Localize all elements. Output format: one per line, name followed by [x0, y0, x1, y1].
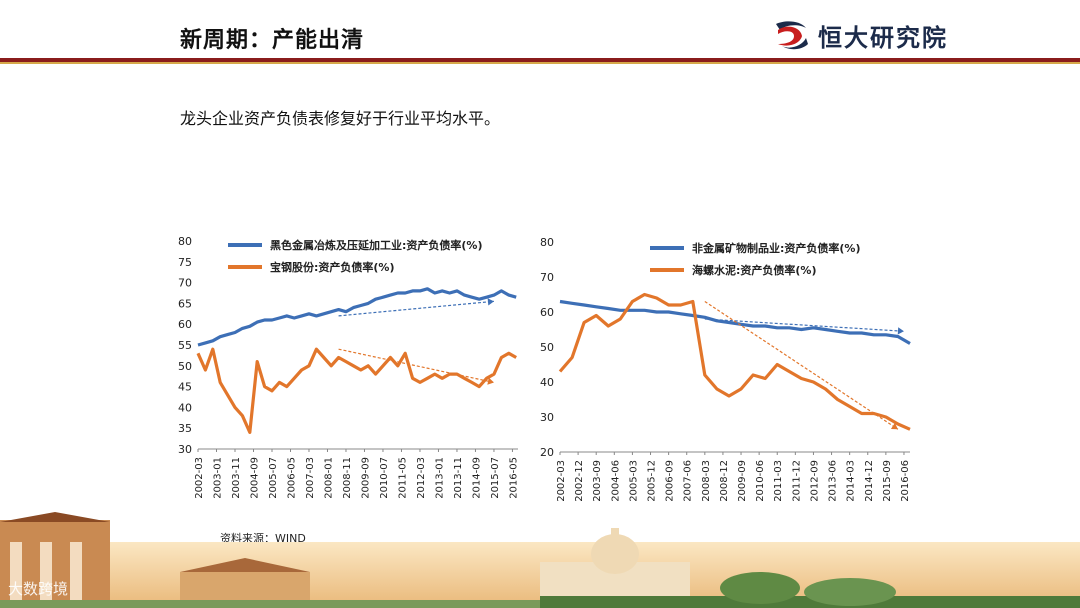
y-tick-label: 55 [178, 339, 192, 352]
series-line-1 [196, 347, 517, 434]
x-tick-label: 2009-09 [360, 457, 371, 499]
header-divider-gold [0, 62, 1080, 64]
chart-cement-debt-ratio: 20 30 40 50 60 70 80 2002-03 2002-12 2003-09 2004-… [540, 236, 911, 502]
x-tick-label: 2009-09 [737, 460, 748, 502]
legend-label-0: 黑色金属冶炼及压延加工业:资产负债率(%) [270, 238, 482, 252]
trend-arrow-0 [704, 318, 905, 332]
x-tick-label: 2003-09 [592, 460, 603, 502]
x-tick-label: 2015-07 [490, 457, 501, 499]
y-tick-label: 50 [178, 360, 192, 373]
header-divider [0, 58, 1080, 62]
x-tick-label: 2005-03 [628, 460, 639, 502]
x-tick-label: 2005-12 [647, 460, 658, 502]
y-tick-label: 60 [540, 306, 554, 319]
x-tick-label: 2010-07 [379, 457, 390, 499]
trend-arrowhead-0 [897, 327, 904, 335]
x-tick-label: 2002-12 [574, 460, 585, 502]
trend-arrow-0 [338, 300, 495, 317]
x-tick-label: 2008-11 [342, 457, 353, 499]
watermark: 大数跨境 [8, 580, 69, 598]
x-tick-label: 2016-05 [508, 457, 519, 499]
x-tick-label: 2014-12 [864, 460, 875, 502]
y-tick-label: 80 [178, 235, 192, 248]
brand: 恒大研究院 [772, 18, 948, 52]
x-tick-label: 2005-07 [268, 457, 279, 499]
x-tick-label: 2011-12 [791, 460, 802, 502]
x-tick-label: 2008-12 [719, 460, 730, 502]
y-tick-label: 45 [178, 381, 192, 394]
series-line-0 [197, 287, 517, 347]
y-tick-label: 30 [540, 411, 554, 424]
x-tick-label: 2006-09 [665, 460, 676, 502]
x-tick-label: 2002-03 [194, 457, 205, 499]
legend-label-1: 海螺水泥:资产负债率(%) [692, 263, 816, 277]
x-tick-label: 2011-03 [773, 460, 784, 502]
x-tick-label: 2010-06 [755, 460, 766, 502]
footer-banner [0, 512, 1080, 608]
series-line-1 [558, 292, 911, 431]
y-tick-label: 70 [178, 277, 192, 290]
y-tick-label: 70 [540, 271, 554, 284]
trend-arrow-1 [338, 348, 495, 384]
y-tick-label: 65 [178, 297, 192, 310]
x-tick-label: 2002-03 [556, 460, 567, 502]
header: 新周期：产能出清 恒大研究院 [0, 0, 1080, 60]
x-tick-label: 2007-03 [305, 457, 316, 499]
trend-arrow-1 [704, 300, 899, 430]
page-title: 新周期：产能出清 [180, 28, 365, 53]
x-tick-label: 2012-09 [809, 460, 820, 502]
y-tick-label: 50 [540, 341, 554, 354]
x-tick-label: 2014-09 [471, 457, 482, 499]
y-tick-label: 40 [540, 376, 554, 389]
y-tick-label: 75 [178, 256, 192, 269]
y-tick-label: 20 [540, 446, 554, 459]
x-tick-label: 2013-06 [828, 460, 839, 502]
x-tick-label: 2015-09 [882, 460, 893, 502]
series-line-0 [559, 299, 911, 345]
x-tick-label: 2013-01 [434, 457, 445, 499]
brand-name: 恒大研究院 [818, 23, 948, 52]
x-tick-label: 2012-03 [416, 457, 427, 499]
x-tick-label: 2011-05 [397, 457, 408, 499]
source-note: 资料来源：WIND [220, 532, 306, 545]
y-tick-label: 35 [178, 422, 192, 435]
trend-arrowhead-1 [487, 377, 494, 385]
trend-arrowhead-1 [890, 422, 898, 430]
brand-logo-icon [776, 21, 808, 50]
x-tick-label: 2004-09 [249, 457, 260, 499]
y-tick-label: 60 [178, 318, 192, 331]
x-tick-label: 2013-11 [453, 457, 464, 499]
legend-label-0: 非金属矿物制品业:资产负债率(%) [692, 241, 860, 255]
trend-arrowhead-0 [487, 298, 494, 306]
x-tick-label: 2008-03 [701, 460, 712, 502]
y-tick-label: 80 [540, 236, 554, 249]
y-tick-label: 40 [178, 401, 192, 414]
chart-steel-debt-ratio: 30 35 40 45 50 55 60 65 70 75 80 2002-03 2003-01 2003… [178, 235, 519, 499]
x-tick-label: 2004-06 [610, 460, 621, 502]
x-tick-label: 2007-06 [683, 460, 694, 502]
x-tick-label: 2003-11 [231, 457, 242, 499]
legend-label-1: 宝钢股份:资产负债率(%) [270, 260, 394, 274]
slide-subtitle: 龙头企业资产负债表修复好于行业平均水平。 [180, 109, 501, 128]
x-tick-label: 2003-01 [212, 457, 223, 499]
x-tick-label: 2014-03 [846, 460, 857, 502]
x-tick-label: 2006-05 [286, 457, 297, 499]
x-tick-label: 2008-01 [323, 457, 334, 499]
y-tick-label: 30 [178, 443, 192, 456]
x-tick-label: 2016-06 [900, 460, 911, 502]
